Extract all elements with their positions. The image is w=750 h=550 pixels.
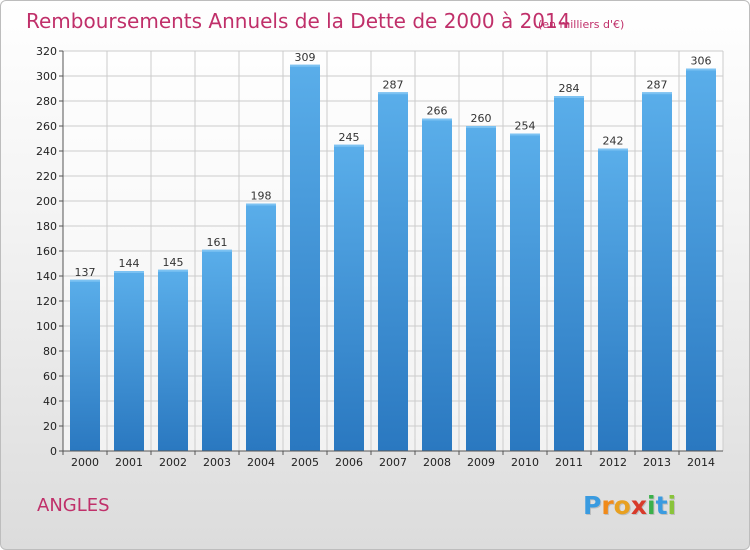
value-label-2009: 260 (471, 112, 492, 125)
y-tick-label: 20 (43, 420, 57, 433)
logo-letter: o (613, 491, 631, 520)
logo-letter: t (655, 491, 668, 520)
logo-letter: i (647, 491, 656, 520)
bar-highlight (466, 126, 496, 128)
value-label-2000: 137 (75, 266, 96, 279)
x-tick-label-2003: 2003 (203, 456, 231, 469)
y-tick-label: 40 (43, 395, 57, 408)
commune-name: ANGLES (37, 495, 110, 516)
bar-highlight (378, 92, 408, 95)
bar-2012 (598, 148, 628, 451)
y-tick-label: 100 (36, 320, 57, 333)
logo-letter: i (667, 491, 677, 520)
y-tick-label: 240 (36, 145, 57, 158)
bars: 137 144 145 161 198 309 245 287 266 260 254 284 242 2… (70, 51, 716, 451)
bar-2008 (422, 118, 452, 451)
x-tick-label-2000: 2000 (71, 456, 99, 469)
x-tick-label-2010: 2010 (511, 456, 539, 469)
value-label-2013: 287 (647, 78, 668, 91)
x-tick-label-2004: 2004 (247, 456, 275, 469)
x-tick-label-2006: 2006 (335, 456, 363, 469)
bar-highlight (642, 92, 672, 95)
x-tick-label-2012: 2012 (599, 456, 627, 469)
y-tick-label: 200 (36, 195, 57, 208)
y-tick-label: 280 (36, 95, 57, 108)
bar-highlight (114, 271, 144, 273)
value-label-2006: 245 (339, 131, 360, 144)
chart-subtitle: (en milliers d'€) (538, 18, 624, 31)
value-label-2002: 145 (163, 256, 184, 269)
value-label-2007: 287 (383, 78, 404, 91)
bar-2006 (334, 144, 364, 451)
x-tick-label-2011: 2011 (555, 456, 583, 469)
value-label-2001: 144 (119, 257, 140, 270)
x-tick-label-2002: 2002 (159, 456, 187, 469)
x-tick-label-2013: 2013 (643, 456, 671, 469)
bar-2000 (70, 279, 100, 451)
proxiti-logo: Proxiti (583, 491, 676, 520)
x-tick-label-2008: 2008 (423, 456, 451, 469)
x-tick-label-2007: 2007 (379, 456, 407, 469)
x-tick-label-2014: 2014 (687, 456, 715, 469)
value-label-2008: 266 (427, 105, 448, 118)
bar-2013 (642, 92, 672, 451)
y-tick-label: 80 (43, 345, 57, 358)
value-label-2004: 198 (251, 190, 272, 203)
bar-2014 (686, 68, 716, 451)
y-tick-label: 160 (36, 245, 57, 258)
y-tick-label: 320 (36, 45, 57, 58)
axes: 0 20 40 60 80 100 120 140 160 180 200 220 240 260 280 3… (36, 45, 723, 469)
y-tick-label: 60 (43, 370, 57, 383)
logo-letter: r (601, 491, 614, 520)
bar-highlight (202, 249, 232, 252)
value-label-2011: 284 (559, 82, 580, 95)
value-label-2003: 161 (207, 236, 228, 249)
bar-highlight (246, 203, 276, 206)
bar-highlight (510, 133, 540, 136)
bar-highlight (422, 118, 452, 121)
y-tick-label: 140 (36, 270, 57, 283)
x-tick-label-2001: 2001 (115, 456, 143, 469)
y-tick-label: 180 (36, 220, 57, 233)
value-label-2012: 242 (603, 135, 624, 148)
x-tick-label-2005: 2005 (291, 456, 319, 469)
bar-2004 (246, 203, 276, 451)
bar-2001 (114, 271, 144, 451)
bar-highlight (554, 96, 584, 98)
bar-2011 (554, 96, 584, 451)
bar-2007 (378, 92, 408, 451)
bar-highlight (334, 144, 364, 147)
chart-title: Remboursements Annuels de la Dette de 20… (26, 9, 570, 33)
bar-highlight (598, 148, 628, 151)
bar-2002 (158, 269, 188, 451)
bar-highlight (70, 279, 100, 282)
y-tick-label: 220 (36, 170, 57, 183)
x-tick-label-2009: 2009 (467, 456, 495, 469)
y-tick-label: 300 (36, 70, 57, 83)
bar-2005 (290, 64, 320, 451)
bar-highlight (290, 64, 320, 67)
bar-highlight (686, 68, 716, 71)
y-tick-label: 0 (50, 445, 57, 458)
bar-2009 (466, 126, 496, 451)
logo-letter: x (630, 491, 647, 520)
y-tick-label: 120 (36, 295, 57, 308)
y-tick-label: 260 (36, 120, 57, 133)
value-label-2005: 309 (295, 51, 316, 64)
value-label-2010: 254 (515, 120, 536, 133)
value-label-2014: 306 (691, 55, 712, 68)
logo-letter: P (583, 491, 602, 520)
bar-2003 (202, 249, 232, 451)
bar-2010 (510, 133, 540, 451)
bar-highlight (158, 269, 188, 272)
